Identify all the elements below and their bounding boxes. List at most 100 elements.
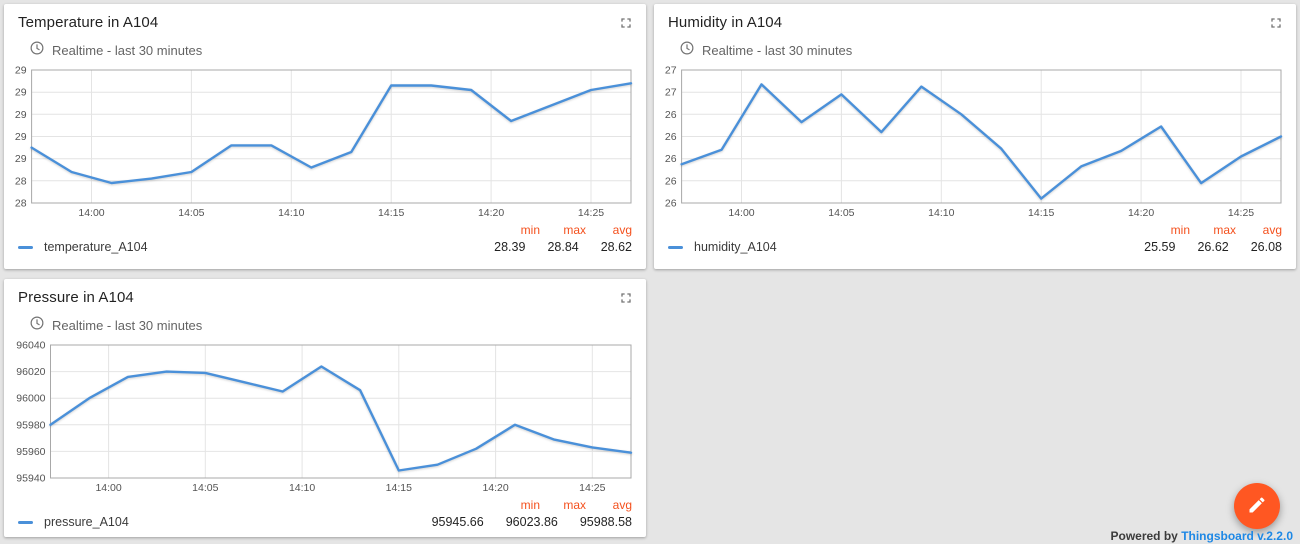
svg-text:14:15: 14:15 <box>378 207 404 219</box>
svg-text:14:00: 14:00 <box>728 207 754 219</box>
svg-text:29: 29 <box>15 87 27 99</box>
chart-legend: temperature_A104 min max avg 28.39 28.84… <box>4 223 646 262</box>
stat-value-max: 26.62 <box>1197 240 1229 254</box>
chart-legend: humidity_A104 min max avg 25.59 26.62 26… <box>654 223 1296 262</box>
svg-text:26: 26 <box>665 109 677 121</box>
stat-header-max: max <box>563 223 586 237</box>
svg-text:96020: 96020 <box>16 366 45 378</box>
clock-icon <box>679 40 695 61</box>
fullscreen-icon <box>1268 17 1284 34</box>
legend-series-toggle[interactable]: pressure_A104 <box>18 515 129 529</box>
series-color-dash <box>18 520 33 524</box>
svg-text:14:15: 14:15 <box>386 482 412 494</box>
stat-header-min: min <box>520 223 540 237</box>
legend-series-toggle[interactable]: temperature_A104 <box>18 240 148 254</box>
legend-stats: min max avg 28.39 28.84 28.62 <box>472 223 632 254</box>
fullscreen-button[interactable] <box>616 289 636 309</box>
stat-header-min: min <box>520 498 540 512</box>
stat-value-min: 28.39 <box>494 240 526 254</box>
svg-text:14:10: 14:10 <box>278 207 304 219</box>
series-label: temperature_A104 <box>44 240 148 254</box>
pencil-icon <box>1247 495 1267 518</box>
timeseries-chart[interactable]: 96040 96020 96000 95980 95960 95940 14:00 14:05… <box>10 340 638 496</box>
thingsboard-version-link[interactable]: Thingsboard v.2.2.0 <box>1181 529 1293 543</box>
widget-header: Pressure in A104 <box>4 279 646 309</box>
powered-by-footer: Powered by Thingsboard v.2.2.0 <box>1111 529 1294 543</box>
series-color-dash <box>18 245 33 249</box>
stat-value-avg: 95988.58 <box>579 515 632 529</box>
fullscreen-icon <box>618 292 634 309</box>
widget-pressure: Pressure in A104 Realtime - last 30 minu… <box>4 279 646 537</box>
widget-timewindow[interactable]: Realtime - last 30 minutes <box>29 40 646 61</box>
svg-text:26: 26 <box>665 153 677 165</box>
svg-text:14:20: 14:20 <box>482 482 508 494</box>
svg-text:29: 29 <box>15 65 27 77</box>
svg-text:28: 28 <box>15 175 27 187</box>
svg-text:96000: 96000 <box>16 393 45 405</box>
svg-text:29: 29 <box>15 131 27 143</box>
svg-text:14:25: 14:25 <box>1228 207 1254 219</box>
legend-series-toggle[interactable]: humidity_A104 <box>668 240 777 254</box>
svg-text:14:20: 14:20 <box>478 207 504 219</box>
svg-text:14:00: 14:00 <box>78 207 104 219</box>
svg-text:27: 27 <box>665 87 677 99</box>
chart-legend: pressure_A104 min max avg 95945.66 96023… <box>4 498 646 537</box>
widget-title: Pressure in A104 <box>18 289 134 306</box>
timeseries-chart[interactable]: 29 29 29 29 29 28 28 14:00 14:05 14:10 14:15 14:20 1… <box>10 65 638 221</box>
stat-value-avg: 28.62 <box>600 240 632 254</box>
widget-humidity: Humidity in A104 Realtime - last 30 minu… <box>654 4 1296 269</box>
fullscreen-button[interactable] <box>1266 14 1286 34</box>
svg-text:29: 29 <box>15 109 27 121</box>
stat-value-max: 96023.86 <box>505 515 558 529</box>
stat-value-min: 25.59 <box>1144 240 1176 254</box>
svg-text:27: 27 <box>665 65 677 77</box>
svg-text:26: 26 <box>665 198 677 210</box>
stat-header-avg: avg <box>1262 223 1282 237</box>
series-label: pressure_A104 <box>44 515 129 529</box>
svg-text:14:25: 14:25 <box>578 207 604 219</box>
timeseries-chart[interactable]: 27 27 26 26 26 26 26 14:00 14:05 14:10 14:15 14:20 1… <box>660 65 1288 221</box>
svg-text:14:20: 14:20 <box>1128 207 1154 219</box>
svg-text:14:10: 14:10 <box>289 482 315 494</box>
stat-header-max: max <box>563 498 586 512</box>
stat-header-avg: avg <box>612 498 632 512</box>
svg-text:14:05: 14:05 <box>192 482 218 494</box>
widget-title: Humidity in A104 <box>668 14 783 31</box>
widget-header: Humidity in A104 <box>654 4 1296 34</box>
series-label: humidity_A104 <box>694 240 777 254</box>
fullscreen-icon <box>618 17 634 34</box>
svg-text:14:00: 14:00 <box>95 482 121 494</box>
timewindow-label: Realtime - last 30 minutes <box>52 318 203 333</box>
svg-text:26: 26 <box>665 175 677 187</box>
clock-icon <box>29 315 45 336</box>
powered-by-text: Powered by <box>1110 529 1182 543</box>
stat-header-max: max <box>1213 223 1236 237</box>
widget-timewindow[interactable]: Realtime - last 30 minutes <box>29 315 646 336</box>
svg-text:95980: 95980 <box>16 419 45 431</box>
widget-temperature: Temperature in A104 Realtime - last 30 m… <box>4 4 646 269</box>
svg-text:95960: 95960 <box>16 446 45 458</box>
svg-text:14:05: 14:05 <box>828 207 854 219</box>
series-color-dash <box>668 245 683 249</box>
svg-text:14:15: 14:15 <box>1028 207 1054 219</box>
svg-text:14:10: 14:10 <box>928 207 954 219</box>
widget-title: Temperature in A104 <box>18 14 159 31</box>
stat-header-min: min <box>1170 223 1190 237</box>
timewindow-label: Realtime - last 30 minutes <box>52 43 203 58</box>
svg-text:26: 26 <box>665 131 677 143</box>
svg-text:95940: 95940 <box>16 473 45 485</box>
stat-value-max: 28.84 <box>547 240 579 254</box>
svg-text:29: 29 <box>15 153 27 165</box>
stat-header-avg: avg <box>612 223 632 237</box>
edit-dashboard-fab[interactable] <box>1234 483 1280 529</box>
legend-stats: min max avg 95945.66 96023.86 95988.58 <box>410 498 632 529</box>
widget-header: Temperature in A104 <box>4 4 646 34</box>
fullscreen-button[interactable] <box>616 14 636 34</box>
svg-text:14:05: 14:05 <box>178 207 204 219</box>
svg-text:28: 28 <box>15 198 27 210</box>
clock-icon <box>29 40 45 61</box>
svg-text:14:25: 14:25 <box>579 482 605 494</box>
widget-timewindow[interactable]: Realtime - last 30 minutes <box>679 40 1296 61</box>
svg-text:96040: 96040 <box>16 340 45 352</box>
